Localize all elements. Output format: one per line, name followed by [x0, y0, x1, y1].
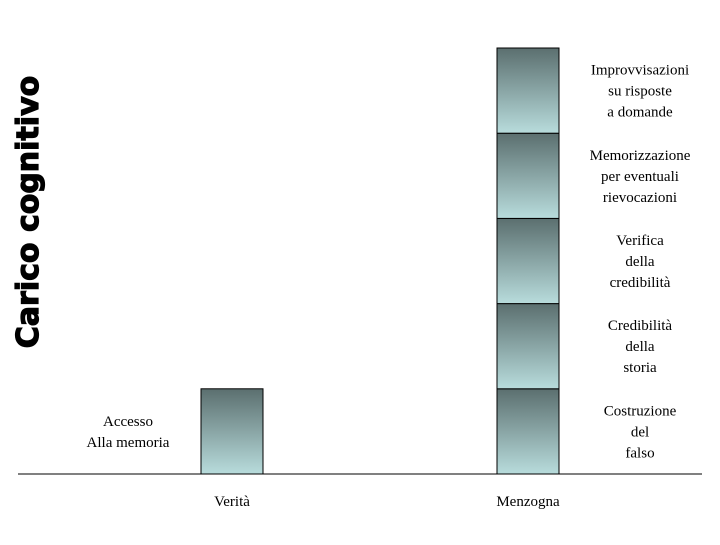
segment-label-line: su risposte [608, 84, 672, 100]
segment-label: Verifica della credibilità [610, 233, 671, 291]
bar-segment [496, 303, 560, 390]
segment-label-line: del [631, 424, 649, 440]
x-tick-label: Verità [214, 494, 250, 510]
segment-label-line: a domande [607, 105, 673, 121]
bar-segment [496, 388, 560, 475]
segment-label-line: Credibilità [608, 318, 672, 334]
segment-label-line: Costruzione [604, 403, 677, 419]
x-tick-label: Menzogna [496, 494, 560, 510]
segment-label-line: Verifica [616, 233, 664, 249]
segment-label: Costruzione del falso [604, 403, 677, 461]
segment-label-line: Alla memoria [87, 435, 170, 451]
bar-segment [496, 132, 560, 219]
segment-label: Memorizzazione per eventuali rievocazioni [590, 148, 691, 206]
segment-label-line: della [625, 254, 654, 270]
segment-label-line: della [625, 339, 654, 355]
segment-label-line: Accesso [103, 414, 153, 430]
y-axis-label: Carico cognitivo [11, 76, 46, 348]
x-tick-labels: Verità Menzogna [214, 494, 560, 510]
bars-group [200, 47, 560, 475]
segment-label-line: storia [623, 360, 657, 376]
segment-label-line: Memorizzazione [590, 148, 691, 164]
bar-segment [496, 47, 560, 134]
segment-label: Accesso Alla memoria [87, 414, 170, 451]
segment-label: Improvvisazioni su risposte a domande [591, 63, 689, 121]
segment-label-line: rievocazioni [603, 190, 677, 206]
segment-label: Credibilità della storia [608, 318, 672, 376]
bar-segment [496, 217, 560, 305]
segment-labels: Accesso Alla memoria Costruzione del falso Cr… [87, 63, 691, 462]
segment-label-line: falso [625, 445, 654, 461]
segment-label-line: per eventuali [601, 169, 679, 185]
segment-label-line: credibilità [610, 275, 671, 291]
bar-segment [200, 388, 264, 475]
segment-label-line: Improvvisazioni [591, 63, 689, 79]
